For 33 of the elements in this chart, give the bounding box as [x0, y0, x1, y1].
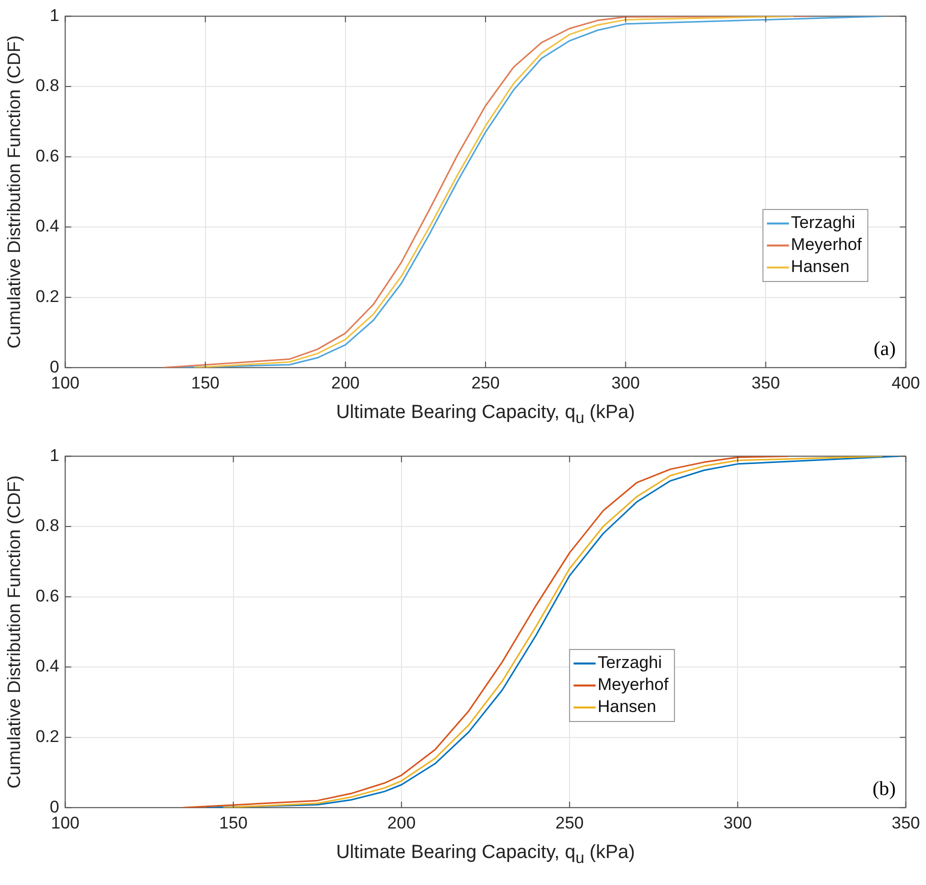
- x-tick-label: 350: [892, 813, 920, 832]
- x-tick-label: 350: [752, 373, 780, 392]
- y-tick-label: 0.4: [36, 656, 60, 676]
- y-tick-label: 0.2: [36, 287, 60, 306]
- x-tick-label: 250: [471, 373, 500, 392]
- legend-label: Hansen: [598, 697, 656, 716]
- x-tick-label: 400: [892, 373, 920, 392]
- x-tick-label: 150: [191, 373, 220, 392]
- y-tick-label: 0.8: [36, 516, 60, 536]
- legend-label: Meyerhof: [790, 235, 862, 254]
- annotation: (a): [874, 338, 896, 360]
- legend-label: Terzaghi: [790, 213, 856, 232]
- x-tick-label: 200: [387, 813, 416, 832]
- y-axis-title: Cumulative Distribution Function (CDF): [4, 475, 24, 788]
- legend-label: Terzaghi: [598, 653, 662, 672]
- x-tick-label: 150: [219, 813, 248, 832]
- legend-label: Meyerhof: [598, 675, 669, 694]
- x-tick-label: 300: [724, 813, 752, 832]
- y-axis-title: Cumulative Distribution Function (CDF): [4, 35, 24, 348]
- y-tick-label: 0.6: [36, 586, 60, 606]
- y-tick-label: 0.6: [36, 146, 60, 166]
- y-tick-label: 0.8: [36, 76, 60, 96]
- y-tick-label: 1: [50, 6, 60, 25]
- y-tick-label: 0.2: [36, 727, 60, 746]
- annotation: (b): [872, 778, 896, 800]
- x-axis-title: Ultimate Bearing Capacity, q$_{u}$ (kPa): [335, 402, 636, 428]
- x-tick-label: 300: [611, 373, 640, 392]
- x-tick-label: 250: [555, 813, 584, 832]
- y-tick-label: 0.4: [36, 216, 60, 236]
- y-tick-label: 1: [50, 446, 60, 465]
- legend-label: Hansen: [790, 257, 850, 276]
- x-tick-label: 200: [331, 373, 360, 392]
- x-axis-title: Ultimate Bearing Capacity, q$_{u}$ (kPa): [335, 842, 636, 868]
